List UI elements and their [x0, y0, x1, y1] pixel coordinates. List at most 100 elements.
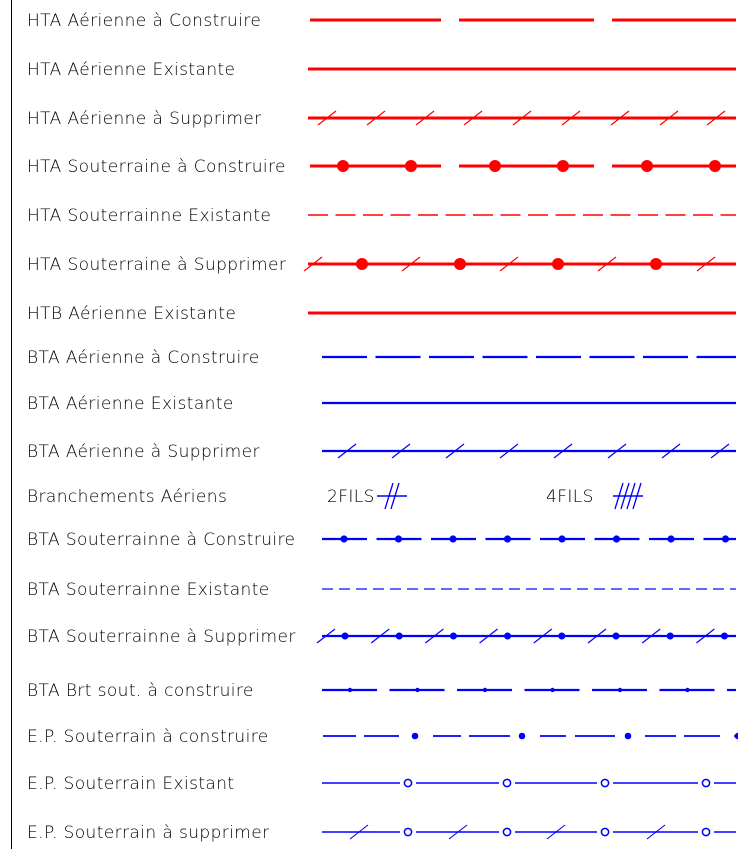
slash-mark: [610, 110, 630, 126]
circle-marker: [600, 827, 610, 837]
slash-mark: [337, 443, 357, 459]
slash-mark: [646, 824, 666, 840]
dot-marker: [612, 632, 620, 640]
legend-label: HTA Souterrainne Existante: [27, 206, 271, 226]
slash-mark: [499, 443, 519, 459]
slash-mark: [499, 256, 519, 272]
legend-label: BTA Aérienne à Supprimer: [27, 442, 260, 462]
slash-mark: [607, 443, 627, 459]
dot-marker: [557, 160, 569, 172]
dot-marker: [356, 258, 368, 270]
legend-label: BTA Brt sout. à construire: [27, 681, 254, 701]
dot-marker: [612, 535, 621, 543]
slash-mark: [533, 628, 553, 644]
dot-marker: [617, 687, 623, 693]
circle-marker: [701, 827, 711, 837]
dot-marker: [558, 535, 566, 543]
legend-label: HTA Souterraine à Construire: [27, 157, 286, 177]
slash-mark: [317, 110, 337, 126]
dot-marker: [394, 535, 403, 543]
dot-marker: [341, 632, 349, 640]
dot-marker: [489, 160, 501, 172]
dot-marker: [650, 258, 662, 270]
slash-mark: [366, 110, 386, 126]
slash-mark: [706, 110, 726, 126]
legend-label: BTA Aérienne à Construire: [27, 348, 260, 368]
slash-mark: [425, 628, 444, 644]
circle-marker: [502, 778, 512, 788]
wire-tick: [390, 482, 400, 510]
legend-label: BTA Souterrainne à Construire: [27, 530, 295, 550]
dot-marker: [504, 632, 512, 640]
slash-mark: [415, 110, 435, 126]
dot-marker: [685, 687, 690, 693]
slash-mark: [463, 110, 483, 126]
legend-label: E.P. Souterrain à supprimer: [27, 823, 270, 843]
dot-marker: [449, 535, 457, 543]
dot-marker: [624, 732, 632, 740]
slash-mark: [316, 628, 336, 644]
legend-label: E.P. Souterrain à construire: [27, 727, 269, 747]
slash-mark: [479, 628, 498, 644]
dot-marker: [454, 258, 466, 270]
slash-mark: [710, 443, 730, 459]
circle-marker: [403, 778, 413, 788]
legend-label: HTB Aérienne Existante: [27, 304, 236, 324]
dot-marker: [503, 535, 512, 543]
legend-label: BTA Souterrainne à Supprimer: [27, 627, 296, 647]
dot-marker: [641, 160, 653, 172]
slash-mark: [641, 628, 661, 644]
dot-marker: [558, 632, 566, 640]
dot-marker: [734, 732, 738, 740]
legend-label: HTA Aérienne à Supprimer: [27, 109, 262, 129]
wire-tick: [632, 482, 642, 510]
dot-marker: [340, 535, 348, 543]
slash-mark: [553, 443, 573, 459]
wire-tick: [626, 482, 636, 510]
slash-mark: [401, 256, 421, 272]
slash-mark: [370, 628, 390, 644]
slash-mark: [561, 110, 581, 126]
legend-label: HTA Souterraine à Supprimer: [27, 255, 286, 275]
dot-marker: [666, 632, 674, 640]
dot-marker: [449, 632, 457, 640]
legend-label: BTA Souterrainne Existante: [27, 580, 270, 600]
dot-marker: [411, 732, 419, 740]
slash-mark: [696, 628, 715, 644]
slash-mark: [696, 256, 716, 272]
circle-marker: [701, 778, 711, 788]
slash-mark: [587, 628, 607, 644]
legend-label: HTA Aérienne à Construire: [27, 11, 261, 31]
slash-mark: [661, 443, 681, 459]
slash-mark: [546, 824, 566, 840]
dot-marker: [518, 732, 526, 740]
wire-tick: [614, 482, 624, 510]
dot-marker: [415, 687, 420, 693]
dot-marker: [667, 535, 675, 543]
dot-marker: [552, 258, 564, 270]
legend-label: BTA Aérienne Existante: [27, 394, 234, 414]
slash-mark: [597, 256, 617, 272]
dot-marker: [405, 160, 417, 172]
slash-mark: [512, 110, 532, 126]
circle-marker: [403, 827, 413, 837]
slash-mark: [349, 824, 369, 840]
dot-marker: [337, 160, 349, 172]
slash-mark: [445, 443, 465, 459]
dot-marker: [721, 535, 730, 543]
legend-label: Branchements Aériens: [27, 487, 227, 507]
circle-marker: [502, 827, 512, 837]
dot-marker: [550, 687, 555, 693]
dot-marker: [482, 687, 488, 693]
branchement-label: 2FILS: [327, 487, 375, 507]
wire-tick: [620, 482, 630, 510]
legend-label: HTA Aérienne Existante: [27, 60, 235, 80]
slash-mark: [303, 256, 323, 272]
slash-mark: [391, 443, 411, 459]
dot-marker: [347, 687, 353, 693]
dot-marker: [395, 632, 403, 640]
dot-marker: [720, 632, 728, 640]
dot-marker: [709, 160, 721, 172]
legend-left-border: [11, 0, 12, 849]
